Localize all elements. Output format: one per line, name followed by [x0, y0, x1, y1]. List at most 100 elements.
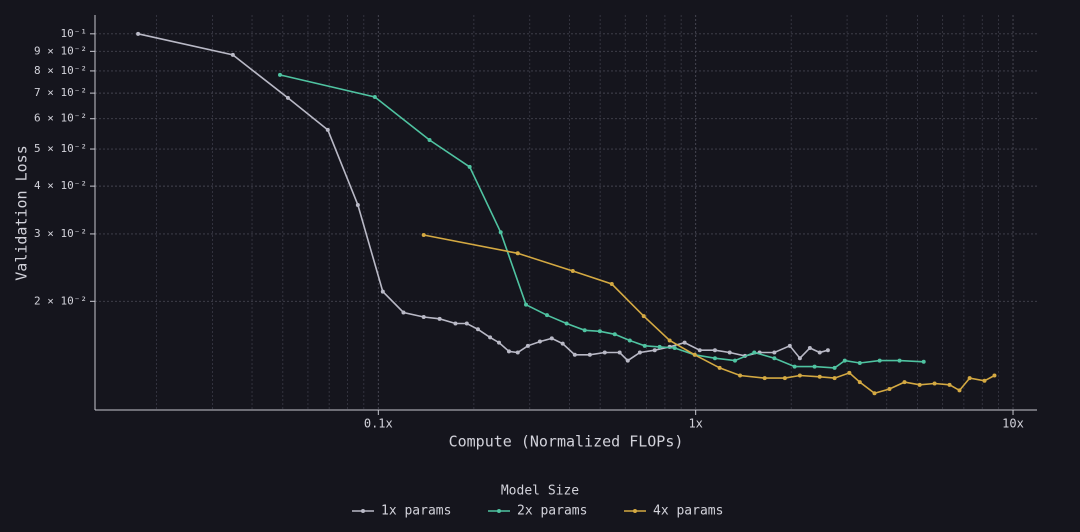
y-tick-label: 8 × 10⁻²: [34, 64, 87, 77]
data-point: [496, 340, 501, 345]
data-point: [727, 350, 732, 355]
data-point: [712, 356, 717, 361]
data-point: [877, 358, 882, 363]
data-point: [717, 365, 722, 370]
data-point: [832, 376, 837, 381]
data-point: [325, 127, 330, 132]
data-point: [427, 137, 432, 142]
legend-marker: [497, 509, 501, 513]
data-point: [515, 350, 520, 355]
data-point: [842, 358, 847, 363]
data-point: [857, 380, 862, 385]
data-point: [752, 350, 757, 355]
data-point: [570, 269, 575, 274]
data-point: [797, 356, 802, 361]
y-tick-label: 3 × 10⁻²: [34, 227, 87, 240]
x-tick-label: 10x: [1002, 417, 1024, 431]
data-point: [380, 289, 385, 294]
data-point: [602, 350, 607, 355]
data-point: [464, 321, 469, 326]
data-point: [582, 328, 587, 333]
data-point: [136, 31, 141, 36]
data-point: [697, 348, 702, 353]
y-tick-label: 9 × 10⁻²: [34, 44, 87, 57]
series-line: [279, 74, 924, 369]
y-tick-label: 5 × 10⁻²: [34, 142, 87, 155]
legend-label: 2x params: [517, 504, 587, 519]
data-point: [772, 350, 777, 355]
data-point: [637, 350, 642, 355]
data-point: [932, 381, 937, 386]
data-point: [285, 95, 290, 100]
x-tick-label: 0.1x: [364, 417, 393, 431]
data-point: [372, 94, 377, 99]
data-point: [992, 373, 997, 378]
data-point: [612, 332, 617, 337]
data-point: [652, 348, 657, 353]
data-point: [627, 338, 632, 343]
data-point: [467, 164, 472, 169]
y-tick-label: 4 × 10⁻²: [34, 179, 87, 192]
data-point: [817, 374, 822, 379]
data-point: [887, 387, 892, 392]
data-point: [437, 316, 442, 321]
data-point: [401, 310, 406, 315]
data-point: [672, 346, 677, 351]
data-point: [921, 359, 926, 364]
y-tick-label: 7 × 10⁻²: [34, 86, 87, 99]
data-point: [421, 233, 426, 238]
data-point: [642, 343, 647, 348]
data-point: [982, 378, 987, 383]
data-point: [772, 356, 777, 361]
data-point: [782, 376, 787, 381]
data-point: [692, 352, 697, 357]
data-point: [762, 376, 767, 381]
legend-title: Model Size: [501, 484, 579, 499]
data-point: [667, 338, 672, 343]
y-tick-label: 2 × 10⁻²: [34, 294, 87, 307]
y-tick-label: 10⁻¹: [61, 27, 88, 40]
data-point: [872, 391, 877, 396]
data-point: [564, 321, 569, 326]
data-point: [792, 364, 797, 369]
data-point: [278, 72, 283, 77]
data-point: [549, 336, 554, 341]
data-point: [537, 339, 542, 344]
data-point: [832, 365, 837, 370]
data-point: [712, 348, 717, 353]
data-point: [897, 358, 902, 363]
data-point: [572, 352, 577, 357]
data-point: [787, 343, 792, 348]
data-point: [817, 350, 822, 355]
data-point: [825, 348, 830, 353]
legend-label: 1x params: [381, 504, 451, 519]
data-point: [738, 373, 743, 378]
data-point: [682, 340, 687, 345]
data-point: [902, 380, 907, 385]
data-point: [525, 343, 530, 348]
data-point: [515, 251, 520, 256]
data-point: [617, 350, 622, 355]
legend-marker: [361, 509, 365, 513]
data-point: [732, 358, 737, 363]
y-axis-label: Validation Loss: [13, 145, 31, 280]
data-point: [355, 203, 360, 208]
x-tick-label: 1x: [688, 417, 702, 431]
data-point: [544, 313, 549, 318]
data-point: [488, 335, 493, 340]
data-point: [641, 314, 646, 319]
data-point: [967, 376, 972, 381]
data-point: [587, 352, 592, 357]
data-point: [524, 302, 529, 307]
data-point: [560, 341, 565, 346]
data-point: [947, 382, 952, 387]
series-line: [423, 234, 995, 395]
legend-marker: [633, 509, 637, 513]
y-tick-label: 6 × 10⁻²: [34, 112, 87, 125]
legend-label: 4x params: [653, 504, 723, 519]
data-point: [812, 364, 817, 369]
data-point: [957, 388, 962, 393]
data-point: [475, 327, 480, 332]
data-point: [597, 329, 602, 334]
